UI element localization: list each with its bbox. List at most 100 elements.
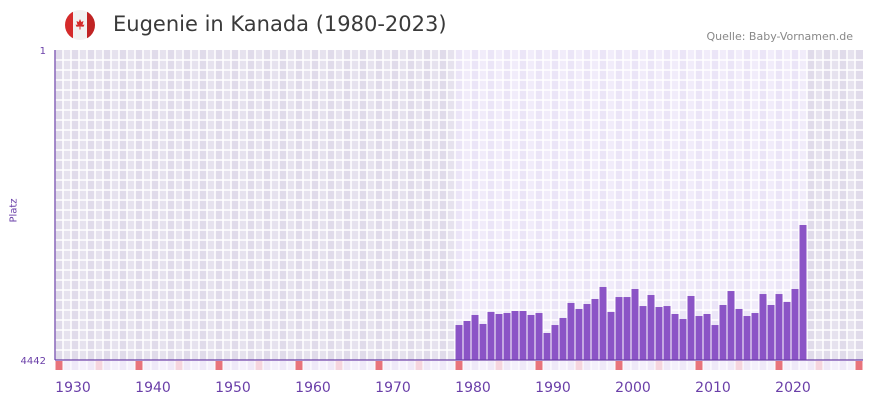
year-tick-marker	[55, 361, 63, 370]
grid-column	[831, 50, 839, 360]
bar-2009	[687, 295, 695, 360]
grid-column	[127, 50, 135, 360]
bar-2015	[735, 308, 743, 360]
year-tick-marker	[831, 361, 839, 370]
grid-column	[287, 50, 295, 360]
grid-column	[367, 50, 375, 360]
bar-2002	[631, 289, 639, 360]
grid-column	[343, 50, 351, 360]
x-tick-label: 1930	[55, 380, 91, 396]
year-tick-marker	[511, 361, 519, 370]
grid-column	[799, 50, 807, 360]
bar-1997	[591, 298, 599, 360]
grid-column	[191, 50, 199, 360]
year-tick-marker	[295, 361, 303, 370]
grid-column	[559, 50, 567, 360]
grid-column	[63, 50, 71, 360]
bar-2017	[751, 313, 759, 360]
grid-column	[639, 50, 647, 360]
grid-column	[591, 50, 599, 360]
year-tick-marker	[767, 361, 775, 370]
year-tick-marker	[615, 361, 623, 370]
year-tick-marker	[247, 361, 255, 370]
grid-column	[71, 50, 79, 360]
year-tick-marker	[95, 361, 103, 370]
grid-column	[135, 50, 143, 360]
grid-column	[167, 50, 175, 360]
grid-column	[303, 50, 311, 360]
bar-2008	[679, 319, 687, 360]
year-tick-marker	[303, 361, 311, 370]
grid-column	[671, 50, 679, 360]
year-tick-marker	[471, 361, 479, 370]
grid-column	[535, 50, 543, 360]
year-tick-marker	[343, 361, 351, 370]
grid-column	[735, 50, 743, 360]
bar-2013	[719, 304, 727, 360]
year-tick-marker	[263, 361, 271, 370]
year-tick-marker	[271, 361, 279, 370]
bar-1998	[599, 286, 607, 360]
year-tick-marker	[367, 361, 375, 370]
x-tick-label: 1990	[535, 380, 571, 396]
grid-column	[415, 50, 423, 360]
bar-1994	[567, 302, 575, 360]
year-tick-marker	[695, 361, 703, 370]
grid-column	[375, 50, 383, 360]
year-tick-marker	[599, 361, 607, 370]
grid-column	[247, 50, 255, 360]
grid-column	[111, 50, 119, 360]
year-tick-marker	[639, 361, 647, 370]
bar-1985	[495, 313, 503, 360]
year-tick-marker	[783, 361, 791, 370]
year-tick-marker	[239, 361, 247, 370]
grid-column	[463, 50, 471, 360]
grid-column	[607, 50, 615, 360]
year-tick-marker	[855, 361, 863, 370]
year-tick-marker	[391, 361, 399, 370]
grid-column	[351, 50, 359, 360]
grid-column	[663, 50, 671, 360]
grid-column	[103, 50, 111, 360]
year-tick-marker	[703, 361, 711, 370]
year-tick-marker	[183, 361, 191, 370]
grid-column	[623, 50, 631, 360]
bar-2019	[767, 304, 775, 360]
grid-column	[583, 50, 591, 360]
grid-column	[631, 50, 639, 360]
grid-column	[335, 50, 343, 360]
grid-column	[759, 50, 767, 360]
year-tick-marker	[559, 361, 567, 370]
grid-column	[119, 50, 127, 360]
bar-1995	[575, 308, 583, 360]
grid-column	[215, 50, 223, 360]
grid-column	[567, 50, 575, 360]
grid-column	[575, 50, 583, 360]
grid-column	[407, 50, 415, 360]
year-tick-marker	[527, 361, 535, 370]
bar-2018	[759, 294, 767, 360]
year-tick-marker	[191, 361, 199, 370]
bar-2004	[647, 295, 655, 360]
grid-column	[87, 50, 95, 360]
year-tick-marker	[287, 361, 295, 370]
bar-1982	[471, 314, 479, 360]
grid-column	[487, 50, 495, 360]
grid-column	[159, 50, 167, 360]
bar-2014	[727, 291, 735, 360]
year-tick-marker	[327, 361, 335, 370]
grid-column	[719, 50, 727, 360]
bar-1993	[559, 317, 567, 360]
source-link[interactable]: Quelle: Baby-Vornamen.de	[706, 30, 853, 43]
grid-column	[695, 50, 703, 360]
year-tick-marker	[207, 361, 215, 370]
grid-column	[703, 50, 711, 360]
bar-2006	[663, 306, 671, 360]
grid-column	[359, 50, 367, 360]
grid-column	[767, 50, 775, 360]
grid-column	[743, 50, 751, 360]
year-tick-marker	[735, 361, 743, 370]
year-tick-marker	[551, 361, 559, 370]
grid-column	[551, 50, 559, 360]
grid-column	[479, 50, 487, 360]
